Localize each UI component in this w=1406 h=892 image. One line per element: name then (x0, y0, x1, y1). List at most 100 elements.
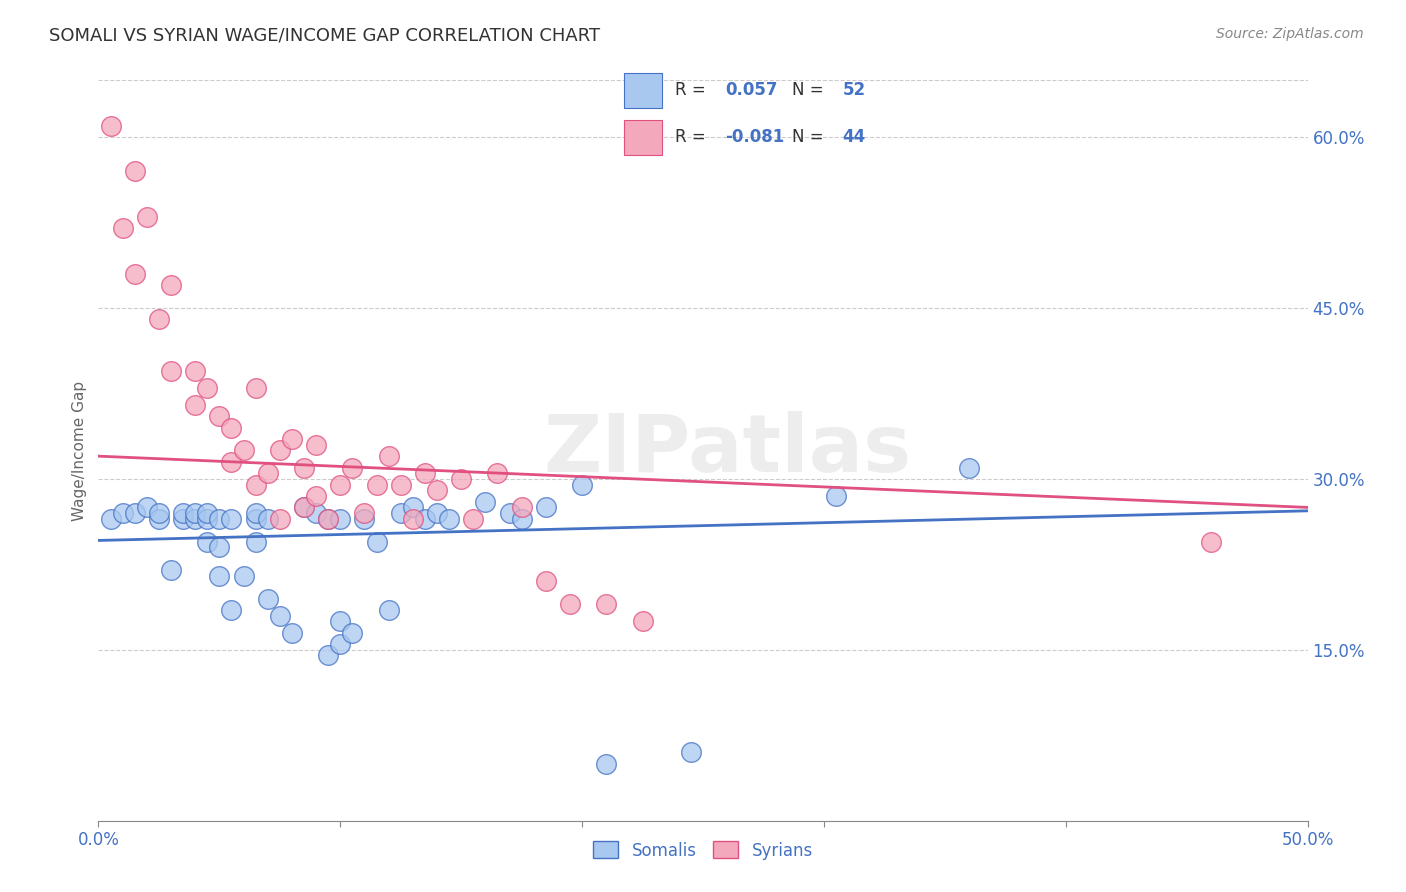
Point (208, 512, 231, 526)
Point (148, 312, 170, 326)
Point (160, 563, 183, 577)
Point (498, 506, 520, 520)
Point (534, 574, 557, 589)
Point (100, 512, 122, 526)
Text: 0.057: 0.057 (725, 81, 778, 99)
Point (377, 603, 399, 617)
Point (184, 512, 207, 526)
Point (486, 467, 509, 481)
Point (679, 745, 702, 759)
Point (148, 506, 170, 520)
Point (595, 597, 617, 611)
Point (172, 512, 194, 526)
Point (366, 477, 388, 491)
Point (184, 364, 207, 378)
Point (342, 625, 364, 640)
Point (232, 443, 254, 458)
Text: N =: N = (792, 128, 828, 146)
Point (124, 506, 146, 520)
Point (957, 460, 980, 475)
Point (195, 512, 218, 526)
Text: -0.081: -0.081 (725, 128, 785, 146)
Point (292, 500, 315, 515)
Point (269, 512, 291, 526)
Point (534, 500, 557, 515)
Text: ZIPatlas: ZIPatlas (543, 411, 911, 490)
Point (316, 648, 339, 663)
Point (245, 512, 267, 526)
Legend: Somalis, Syrians: Somalis, Syrians (585, 833, 821, 868)
Point (305, 489, 328, 503)
Point (208, 568, 231, 582)
Text: Source: ZipAtlas.com: Source: ZipAtlas.com (1216, 27, 1364, 41)
Point (124, 267, 146, 281)
Point (221, 420, 243, 434)
Point (135, 500, 157, 515)
Point (353, 512, 375, 526)
Point (184, 398, 207, 412)
Point (256, 591, 278, 606)
Point (245, 506, 267, 520)
Point (510, 500, 533, 515)
Y-axis label: Wage/Income Gap: Wage/Income Gap (72, 380, 87, 521)
Point (269, 443, 291, 458)
Point (281, 432, 304, 446)
Point (329, 512, 352, 526)
Point (463, 512, 485, 526)
Point (474, 494, 496, 508)
Point (221, 455, 243, 469)
Point (402, 512, 425, 526)
Point (160, 364, 183, 378)
Point (245, 477, 267, 491)
Point (450, 472, 472, 486)
Point (245, 381, 267, 395)
Point (558, 597, 581, 611)
Point (595, 756, 617, 771)
Point (184, 506, 207, 520)
Text: N =: N = (792, 81, 828, 99)
Point (389, 477, 412, 491)
Point (426, 506, 449, 520)
Point (100, 119, 122, 133)
Point (221, 512, 243, 526)
Point (437, 512, 460, 526)
Point (510, 512, 533, 526)
Point (160, 278, 183, 293)
Point (329, 615, 352, 629)
Point (402, 500, 425, 515)
Point (148, 512, 170, 526)
Point (377, 449, 399, 463)
Point (353, 506, 375, 520)
Point (256, 467, 278, 481)
Point (389, 506, 412, 520)
Point (111, 506, 134, 520)
Point (111, 221, 134, 235)
Text: 52: 52 (842, 81, 866, 99)
Text: 44: 44 (842, 128, 866, 146)
Point (1199, 534, 1222, 549)
Point (195, 506, 218, 520)
Point (825, 489, 848, 503)
Point (172, 506, 194, 520)
Point (256, 512, 278, 526)
Point (292, 460, 315, 475)
Point (232, 568, 254, 582)
Point (221, 603, 243, 617)
Point (426, 483, 449, 498)
Point (124, 164, 146, 178)
Point (281, 625, 304, 640)
Point (305, 506, 328, 520)
Point (269, 608, 291, 623)
Text: R =: R = (675, 128, 711, 146)
Point (305, 438, 328, 452)
Text: SOMALI VS SYRIAN WAGE/INCOME GAP CORRELATION CHART: SOMALI VS SYRIAN WAGE/INCOME GAP CORRELA… (49, 27, 600, 45)
Point (571, 477, 593, 491)
Point (631, 615, 654, 629)
Bar (624, 73, 662, 108)
Point (316, 512, 339, 526)
Point (245, 534, 267, 549)
Point (195, 381, 218, 395)
Point (292, 500, 315, 515)
Point (316, 512, 339, 526)
Point (342, 460, 364, 475)
